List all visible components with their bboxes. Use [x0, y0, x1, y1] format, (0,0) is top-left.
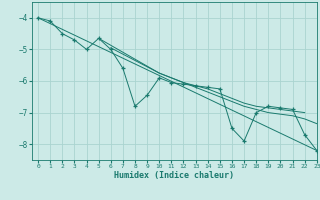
X-axis label: Humidex (Indice chaleur): Humidex (Indice chaleur) — [115, 171, 234, 180]
